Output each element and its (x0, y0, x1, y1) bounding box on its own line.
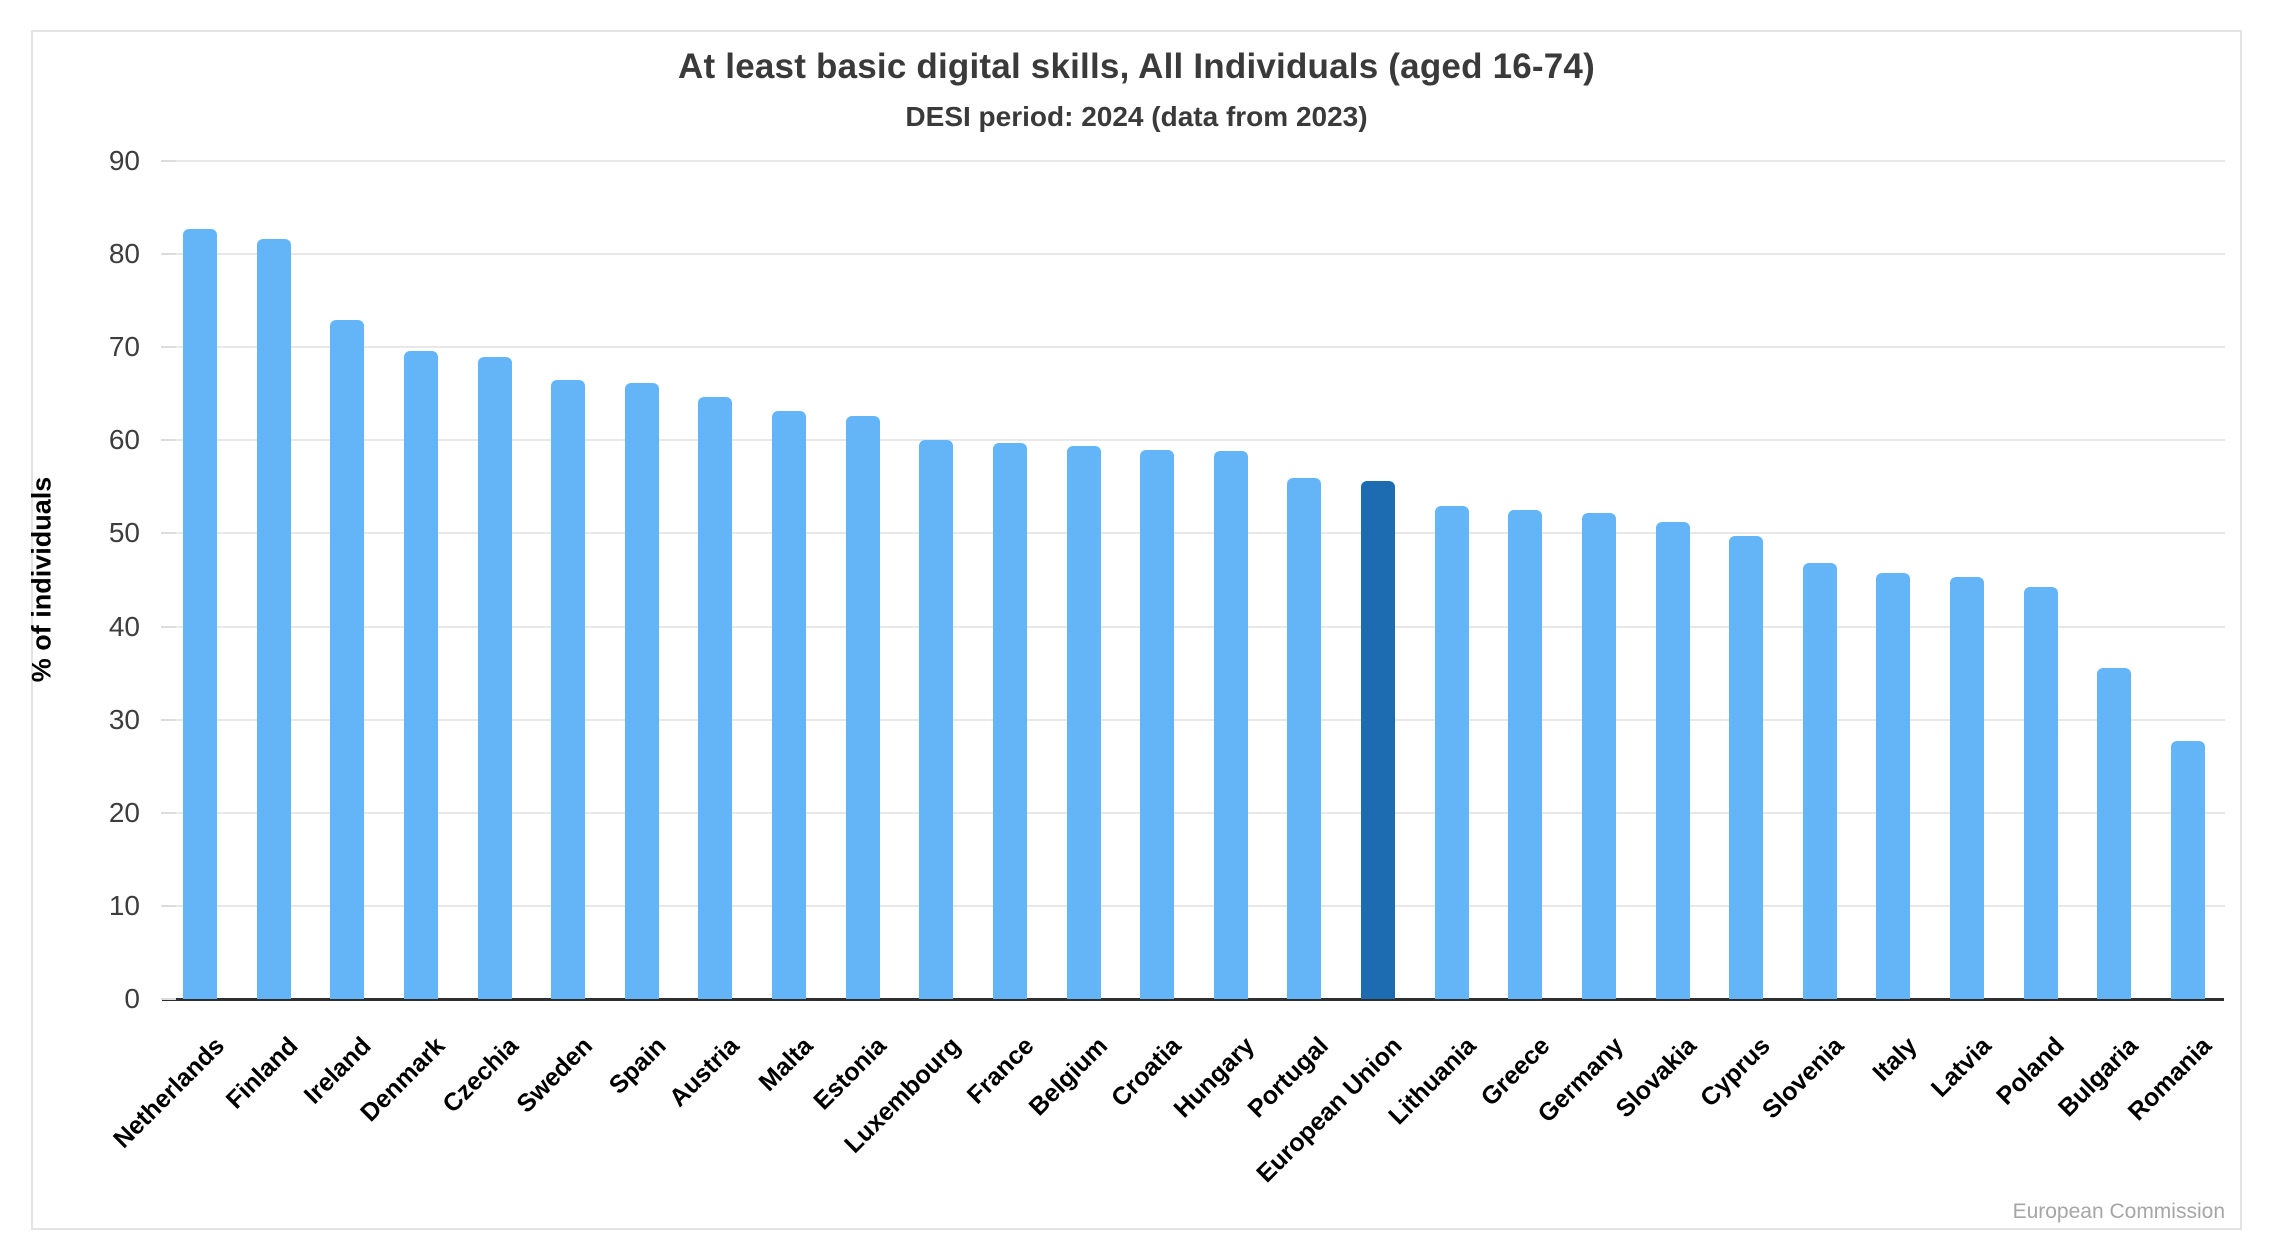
y-tick-label-50: 50 (108, 517, 140, 549)
y-tick-mark-80 (161, 253, 176, 256)
bar-denmark[interactable] (403, 350, 438, 999)
y-tick-mark-30 (161, 718, 176, 721)
bar-bulgaria[interactable] (2097, 668, 2132, 999)
bar-italy[interactable] (1876, 572, 1911, 999)
gridline-30 (162, 718, 2225, 721)
bar-greece[interactable] (1508, 510, 1543, 999)
bar-austria[interactable] (698, 396, 733, 999)
bar-ireland[interactable] (330, 320, 365, 999)
bar-malta[interactable] (772, 411, 807, 999)
attribution-text: European Commission (2012, 1200, 2225, 1223)
plot-area: % of individuals 0 10 20 30 40 50 60 70 80 90 Neth… (27, 145, 2225, 1188)
y-tick-mark-20 (161, 811, 176, 814)
y-tick-label-60: 60 (108, 424, 140, 456)
bar-luxembourg[interactable] (919, 440, 954, 999)
gridline-90 (162, 160, 2225, 162)
gridline-10 (162, 904, 2225, 907)
y-tick-mark-10 (161, 904, 176, 907)
y-tick-label-70: 70 (108, 331, 140, 363)
bar-sweden[interactable] (551, 379, 586, 999)
y-tick-label-40: 40 (108, 610, 140, 642)
bar-belgium[interactable] (1066, 445, 1101, 999)
y-tick-label-0: 0 (124, 983, 140, 1014)
bar-czechia[interactable] (477, 356, 512, 999)
gridline-70 (162, 346, 2225, 349)
x-axis-line (162, 998, 2224, 1001)
bar-cyprus[interactable] (1729, 536, 1764, 999)
bar-france[interactable] (992, 443, 1027, 999)
bar-germany[interactable] (1581, 512, 1616, 999)
y-tick-mark-90 (161, 160, 176, 162)
bar-slovenia[interactable] (1802, 563, 1837, 999)
y-tick-label-20: 20 (108, 796, 140, 828)
y-tick-mark-50 (161, 532, 176, 535)
y-tick-mark-40 (161, 625, 176, 628)
bar-european-union[interactable] (1361, 481, 1396, 999)
y-tick-mark-0 (161, 998, 176, 1000)
gridline-50 (162, 532, 2225, 535)
y-tick-mark-70 (161, 346, 176, 349)
bar-poland[interactable] (2023, 586, 2058, 999)
bar-netherlands[interactable] (183, 228, 217, 999)
chart-subtitle: DESI period: 2024 (data from 2023) (905, 101, 1368, 132)
y-tick-label-80: 80 (108, 238, 140, 270)
bar-hungary[interactable] (1213, 450, 1248, 999)
bar-croatia[interactable] (1140, 449, 1175, 999)
chart-title: At least basic digital skills, All Indiv… (678, 47, 1595, 86)
bar-estonia[interactable] (845, 416, 880, 999)
bar-portugal[interactable] (1287, 477, 1322, 999)
bar-finland[interactable] (256, 239, 291, 999)
gridline-60 (162, 439, 2225, 442)
bar-romania[interactable] (2171, 741, 2205, 999)
bar-slovakia[interactable] (1655, 522, 1690, 999)
bar-lithuania[interactable] (1434, 506, 1469, 999)
gridline-20 (162, 811, 2225, 814)
y-tick-label-30: 30 (108, 703, 140, 735)
y-tick-label-90: 90 (108, 145, 140, 176)
chart-canvas-frame (31, 30, 2242, 1230)
bar-spain[interactable] (624, 382, 659, 999)
gridline-80 (162, 253, 2225, 256)
y-tick-mark-60 (161, 439, 176, 442)
y-tick-label-10: 10 (108, 889, 140, 921)
gridline-40 (162, 625, 2225, 628)
bar-latvia[interactable] (1950, 577, 1985, 999)
